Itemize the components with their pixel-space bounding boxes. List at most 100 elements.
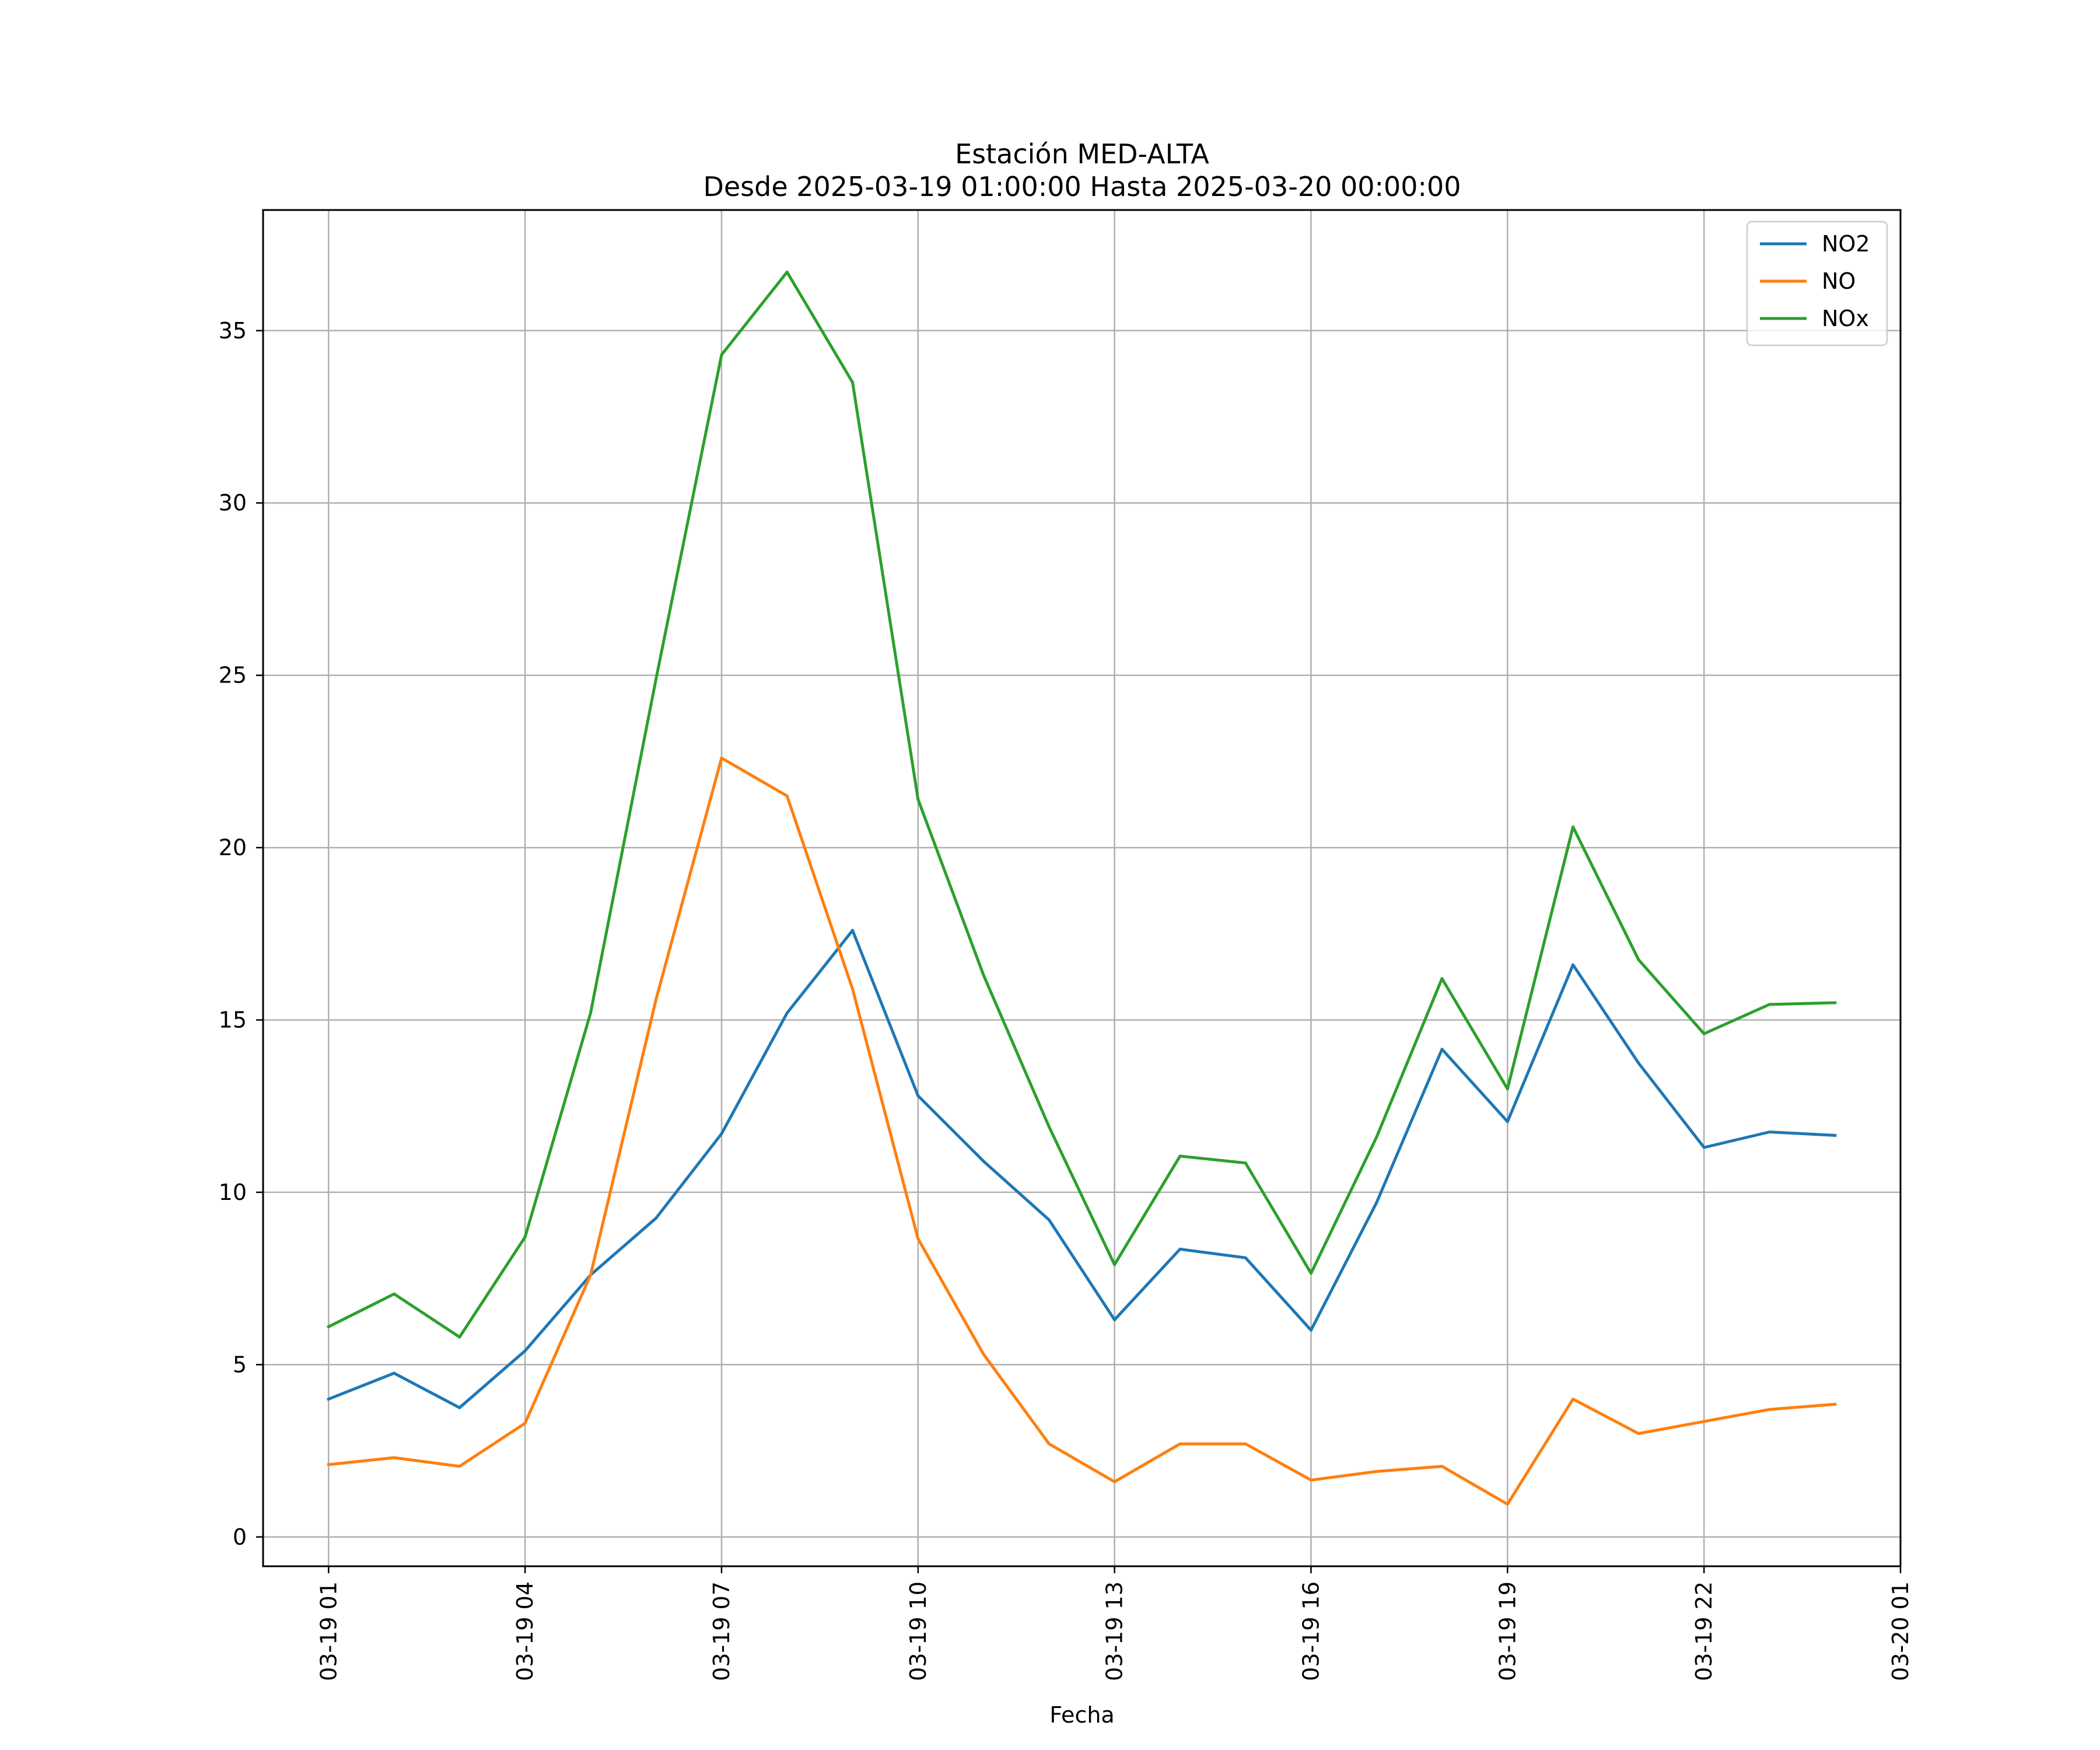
- chart-subtitle: Desde 2025-03-19 01:00:00 Hasta 2025-03-…: [703, 171, 1461, 202]
- data-point-no2: [851, 929, 855, 932]
- data-point-no: [851, 987, 855, 991]
- data-point-no: [916, 1237, 920, 1241]
- data-point-nox: [982, 974, 985, 977]
- data-point-no: [393, 1456, 396, 1460]
- data-point-nox: [1833, 1001, 1837, 1005]
- data-point-nox: [1440, 977, 1444, 981]
- data-point-nox: [1178, 1154, 1182, 1158]
- data-point-nox: [720, 353, 723, 356]
- legend-label-no: NO: [1822, 268, 1856, 294]
- data-point-no2: [654, 1216, 658, 1220]
- data-point-nox: [785, 270, 789, 274]
- data-point-no: [785, 794, 789, 797]
- data-point-nox: [1375, 1135, 1378, 1139]
- data-point-no2: [458, 1406, 461, 1409]
- series-line-no: [327, 757, 1837, 1506]
- data-point-nox: [393, 1292, 396, 1296]
- series-line-nox: [326, 270, 1837, 1339]
- data-point-no2: [720, 1132, 723, 1135]
- x-tick-label: 03-19 19: [1494, 1581, 1520, 1681]
- data-point-nox: [1113, 1263, 1116, 1266]
- y-tick-label: 0: [233, 1524, 247, 1550]
- x-tick-label: 03-19 10: [905, 1581, 931, 1681]
- data-point-no2: [523, 1349, 527, 1353]
- data-point-nox: [523, 1236, 527, 1239]
- data-point-no2: [1309, 1328, 1312, 1332]
- data-point-nox: [1047, 1125, 1051, 1129]
- y-tick-label: 35: [219, 318, 247, 344]
- data-point-no: [523, 1422, 527, 1425]
- data-point-nox: [1244, 1161, 1247, 1165]
- data-point-no: [1572, 1397, 1575, 1401]
- legend-label-nox: NOx: [1822, 306, 1869, 331]
- legend: NO2 NO NOx: [1746, 220, 1888, 346]
- x-tick-label: 03-19 22: [1691, 1581, 1717, 1681]
- x-tick-label: 03-19 04: [512, 1581, 538, 1681]
- data-point-no: [1375, 1470, 1378, 1474]
- data-point-no: [654, 998, 658, 1001]
- y-tick-label: 25: [219, 663, 247, 688]
- axis-ticks: 03-19 01 03-19 04 03-19 07 03-19 10 03-19 13…: [219, 318, 1913, 1681]
- data-point-no: [1768, 1408, 1771, 1411]
- data-point-no2: [1637, 1061, 1640, 1065]
- data-point-no2: [1244, 1256, 1247, 1259]
- data-point-no2: [1768, 1130, 1771, 1134]
- data-point-no: [1309, 1478, 1312, 1482]
- data-point-nox: [654, 677, 658, 681]
- data-point-nox: [1702, 1032, 1706, 1035]
- data-point-no: [1244, 1442, 1247, 1446]
- x-tick-label: 03-19 13: [1102, 1581, 1128, 1681]
- legend-label-no2: NO2: [1822, 231, 1870, 257]
- data-point-no: [327, 1463, 330, 1466]
- data-point-no: [1702, 1420, 1706, 1423]
- series-line-no2: [327, 929, 1837, 1409]
- data-point-nox: [1572, 825, 1575, 829]
- data-point-no: [1113, 1480, 1116, 1483]
- data-point-no: [1440, 1465, 1444, 1468]
- x-tick-label: 03-19 07: [709, 1581, 734, 1681]
- y-tick-label: 15: [219, 1007, 247, 1033]
- data-point-no: [589, 1273, 592, 1277]
- data-point-no2: [785, 1012, 789, 1015]
- y-tick-label: 5: [233, 1352, 247, 1377]
- data-point-no: [1047, 1442, 1051, 1446]
- data-point-no: [982, 1353, 985, 1356]
- data-point-no2: [1506, 1120, 1509, 1124]
- data-point-nox: [458, 1335, 461, 1339]
- x-tick-label: 03-20 01: [1888, 1581, 1913, 1681]
- data-point-no: [1833, 1402, 1837, 1406]
- x-tick-label: 03-19 16: [1298, 1581, 1324, 1681]
- y-tick-label: 30: [219, 490, 247, 516]
- data-point-no2: [1833, 1133, 1837, 1137]
- data-point-no: [1637, 1432, 1640, 1436]
- data-point-nox: [851, 380, 855, 384]
- data-point-no: [720, 756, 723, 760]
- data-point-nox: [1637, 958, 1640, 961]
- data-point-no2: [1702, 1146, 1706, 1149]
- data-point-no2: [1178, 1247, 1182, 1251]
- legend-box: [1746, 220, 1888, 346]
- x-tick-label: 03-19 01: [316, 1581, 341, 1681]
- x-axis-label: Fecha: [1049, 1702, 1114, 1728]
- y-tick-label: 20: [219, 835, 247, 860]
- data-point-no: [1506, 1503, 1509, 1506]
- data-point-no2: [1113, 1318, 1116, 1322]
- data-point-no2: [1047, 1218, 1051, 1222]
- y-tick-label: 10: [219, 1180, 247, 1205]
- data-point-nox: [327, 1325, 330, 1328]
- data-point-nox: [1506, 1087, 1509, 1091]
- data-point-no: [458, 1465, 461, 1468]
- data-point-nox: [916, 797, 920, 801]
- data-point-no2: [1572, 963, 1575, 967]
- data-point-no2: [916, 1094, 920, 1097]
- chart-title: Estación MED-ALTA: [955, 138, 1209, 170]
- data-point-no2: [982, 1160, 985, 1163]
- data-point-no2: [393, 1371, 396, 1375]
- data-point-nox: [589, 1012, 592, 1015]
- plot-series: [326, 270, 1837, 1506]
- data-point-nox: [1309, 1272, 1312, 1275]
- data-point-no: [1178, 1442, 1182, 1446]
- plot-frame: [262, 209, 1902, 1567]
- data-point-no2: [1375, 1201, 1378, 1205]
